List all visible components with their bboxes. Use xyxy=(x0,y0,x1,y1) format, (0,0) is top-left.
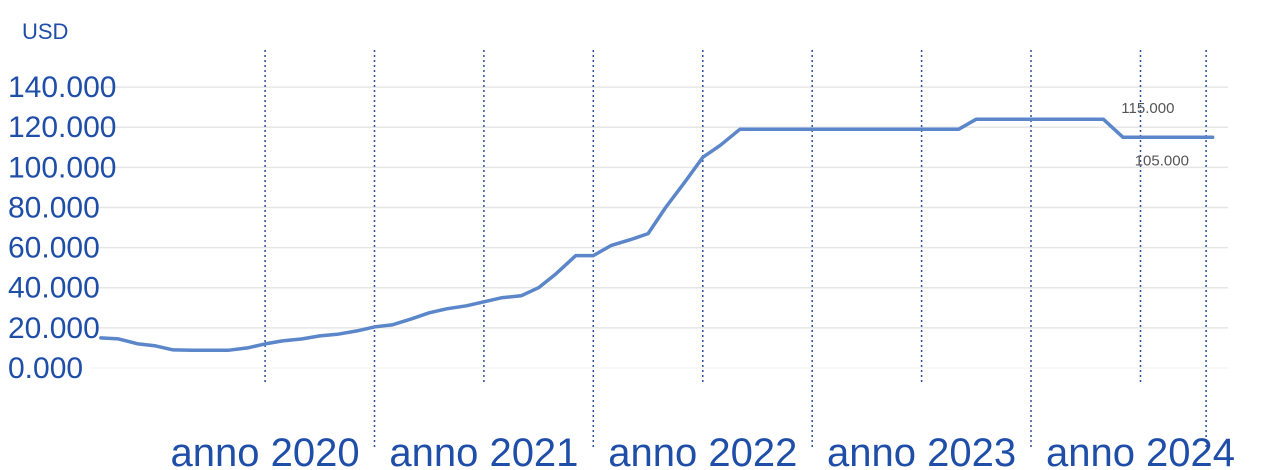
y-tick-label: 60.000 xyxy=(8,232,100,265)
label-layer: USD 140.000 120.000 100.000 80.000 60.000 40.… xyxy=(8,19,1235,470)
x-tick-label: anno 2020 xyxy=(171,431,360,470)
x-tick-label: anno 2023 xyxy=(827,431,1016,470)
y-tick-label: 40.000 xyxy=(8,272,100,305)
y-axis-unit-label: USD xyxy=(22,19,68,44)
y-tick-label: 20.000 xyxy=(8,312,100,345)
series-layer xyxy=(99,117,1215,353)
data-label: 115.000 xyxy=(1121,100,1174,117)
y-tick-label: 0.000 xyxy=(8,352,83,385)
x-tick-label: anno 2021 xyxy=(389,431,578,470)
y-tick-label: 140.000 xyxy=(8,71,116,104)
x-tick-label: anno 2022 xyxy=(608,431,797,470)
series-line xyxy=(99,117,1215,353)
y-tick-label: 80.000 xyxy=(8,192,100,225)
data-label: 105.000 xyxy=(1135,152,1189,169)
grid-layer xyxy=(90,86,1228,369)
y-tick-label: 100.000 xyxy=(8,151,116,184)
y-tick-label: 120.000 xyxy=(8,111,116,144)
x-tick-label: anno 2024 xyxy=(1046,431,1235,470)
year-marker-layer xyxy=(264,50,1207,448)
